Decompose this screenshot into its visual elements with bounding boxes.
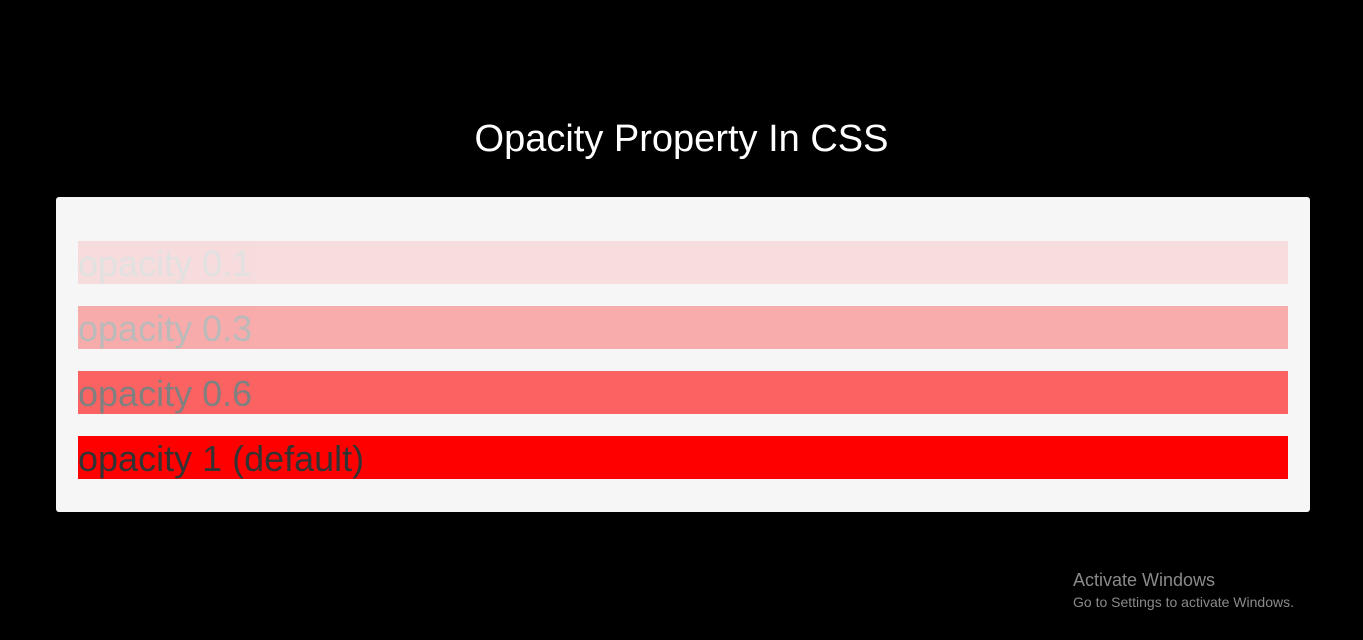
demo-panel: opacity 0.1 opacity 0.3 opacity 0.6 opac… <box>56 197 1310 512</box>
activate-windows-watermark: Activate Windows Go to Settings to activ… <box>1073 570 1294 610</box>
page-title: Opacity Property In CSS <box>474 118 889 160</box>
opacity-bar-0.3: opacity 0.3 <box>78 306 1288 349</box>
watermark-title: Activate Windows <box>1073 570 1216 590</box>
opacity-bar-1: opacity 1 (default) <box>78 436 1288 479</box>
watermark-subtitle: Go to Settings to activate Windows. <box>1073 594 1294 610</box>
opacity-bar-0.6: opacity 0.6 <box>78 371 1288 414</box>
opacity-bar-0.1: opacity 0.1 <box>78 241 1288 284</box>
